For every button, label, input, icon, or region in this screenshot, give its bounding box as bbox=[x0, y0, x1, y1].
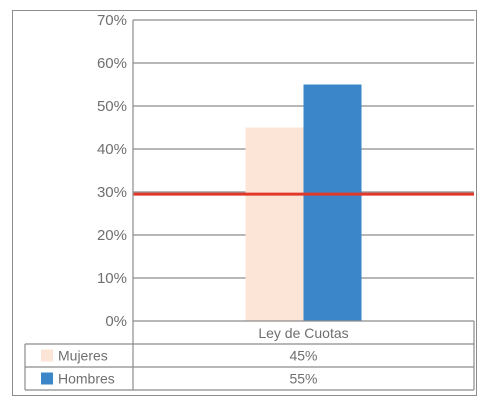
legend-key-hombres bbox=[41, 372, 53, 385]
legend-label-hombres: Hombres bbox=[58, 371, 115, 387]
data-table: Ley de Cuotas Mujeres 45% Hombres 55% bbox=[24, 321, 475, 391]
x-category-label: Ley de Cuotas bbox=[258, 325, 348, 341]
y-tick-label: 50% bbox=[97, 98, 127, 115]
y-tick-label: 40% bbox=[97, 141, 127, 158]
y-tick-label: 70% bbox=[97, 12, 127, 29]
legend-key-mujeres bbox=[41, 349, 53, 362]
outer-border bbox=[12, 10, 477, 396]
y-tick-label: 10% bbox=[97, 270, 127, 287]
y-axis-tick-labels: 0% 10% 20% 30% 40% 50% 60% 70% bbox=[97, 12, 127, 330]
y-tick-label: 60% bbox=[97, 55, 127, 72]
bar-mujeres bbox=[245, 127, 304, 321]
data-value-mujeres: 45% bbox=[289, 348, 317, 364]
bars bbox=[245, 84, 362, 321]
y-tick-label: 20% bbox=[97, 227, 127, 244]
data-value-hombres: 55% bbox=[289, 371, 317, 387]
y-tick-label: 0% bbox=[105, 313, 127, 330]
y-tick-label: 30% bbox=[97, 184, 127, 201]
bar-hombres bbox=[303, 84, 362, 321]
legend-label-mujeres: Mujeres bbox=[58, 348, 108, 364]
plot-frame bbox=[132, 20, 474, 322]
